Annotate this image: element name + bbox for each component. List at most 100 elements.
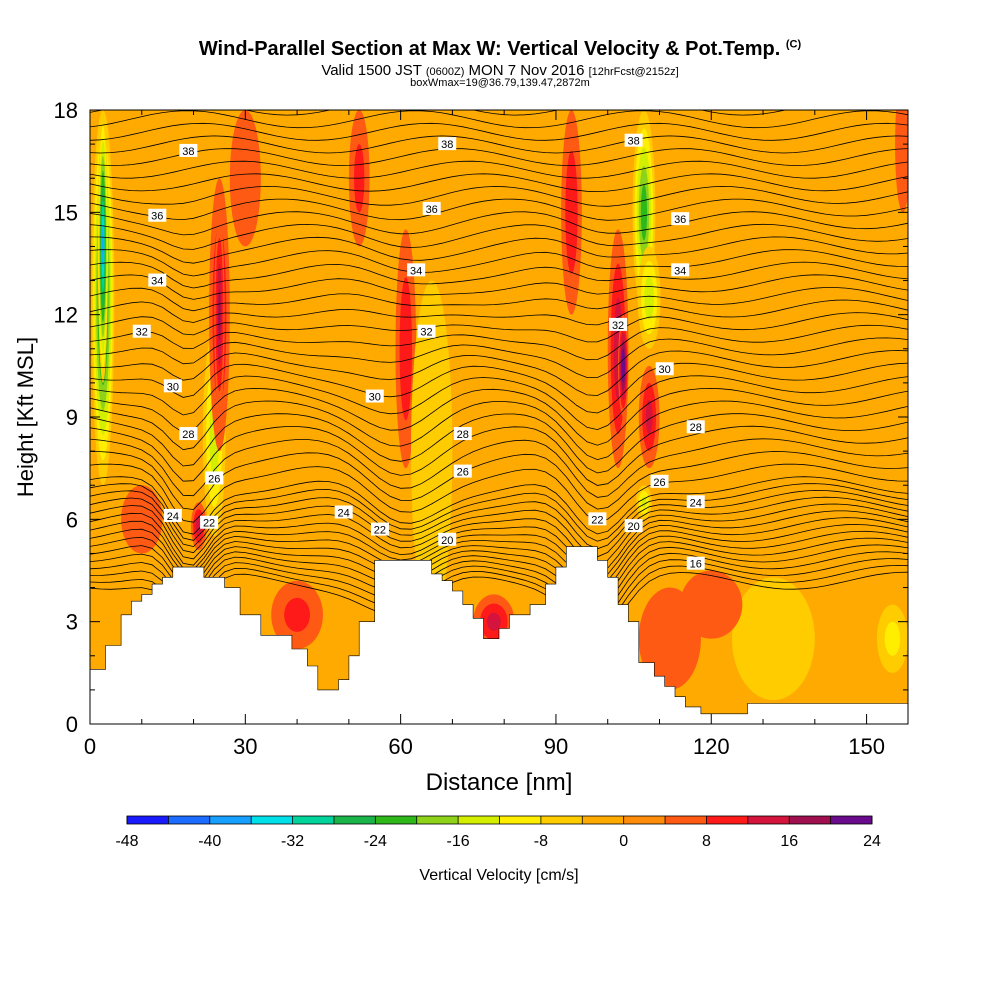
isentrope-line (90, 483, 908, 542)
isentrope-line (90, 362, 908, 414)
isentrope-line (90, 287, 908, 312)
isentrope-label-box (624, 133, 643, 147)
isentrope-label-text: 28 (690, 422, 702, 434)
isentrope-label-box (163, 379, 182, 393)
isentrope-label-text: 34 (410, 265, 422, 277)
colorbar-tick-label: -48 (115, 833, 138, 850)
isentrope-line (90, 122, 908, 141)
isentrope-label-box (179, 143, 198, 157)
isentrope-label: 26 (453, 464, 472, 479)
isentrope-label: 28 (179, 427, 198, 441)
y-tick-label: 18 (54, 98, 78, 123)
colorbar-swatch (168, 816, 210, 824)
colorbar-swatch (665, 816, 707, 824)
isentrope-label-text: 36 (674, 214, 686, 226)
w-contour-10 (284, 597, 311, 632)
isentrope-line (90, 110, 787, 116)
isentrope-line (90, 451, 908, 510)
isentrope-line (90, 400, 908, 461)
isentrope-line (90, 110, 908, 129)
colorbar-swatch (623, 816, 666, 824)
isentrope-line (90, 185, 908, 207)
isentrope-label-box (438, 532, 457, 546)
isentrope-label: 22 (370, 522, 389, 537)
chart-title: Wind-Parallel Section at Max W: Vertical… (0, 38, 1000, 61)
chart-title-text: Wind-Parallel Section at Max W: Vertical… (198, 38, 781, 60)
isentrope-label-text: 16 (690, 559, 702, 571)
colorbar-swatch (209, 816, 252, 824)
valid-utc: (0600Z) (425, 66, 465, 78)
isentrope-label-text: 34 (674, 265, 686, 277)
chart-title-tag: (C) (785, 38, 802, 51)
isentrope-label-text: 38 (441, 139, 453, 151)
isentrope-label-text: 26 (653, 477, 665, 489)
w-contour-16 (644, 275, 655, 320)
isentrope-label: 20 (624, 519, 643, 533)
isentrope-line (90, 173, 908, 193)
isentrope-label: 32 (609, 317, 628, 332)
w-contour-21 (884, 621, 901, 656)
isentrope-line (90, 387, 908, 446)
box-info: boxWmax=19@36.79,139.47,2872m (410, 77, 590, 89)
isentrope-line (90, 510, 908, 575)
isentrope-label-box (370, 522, 389, 536)
isentrope-line (90, 312, 908, 343)
isentrope-line (90, 324, 908, 361)
isentrope-line (90, 274, 908, 300)
isentrope-label-text: 28 (182, 429, 194, 441)
isentrope-line (90, 425, 908, 486)
isentrope-label-box (671, 263, 690, 277)
isentrope-label: 30 (163, 379, 182, 393)
w-contour-25 (121, 485, 163, 554)
isentrope-label-box (453, 464, 472, 478)
isentrope-line (90, 496, 908, 558)
x-tick-label: 0 (84, 734, 96, 759)
isentrope-line (90, 551, 908, 616)
colorbar-swatch (127, 816, 169, 824)
colorbar: -48 -40 -32 -24 -16 -8 0 8 16 24 (115, 815, 881, 850)
isentrope-label-text: 24 (690, 497, 702, 509)
isentrope-label-text: 24 (338, 508, 350, 520)
isentrope-label-text: 32 (612, 320, 624, 332)
w-contour-5 (218, 289, 221, 341)
isentrope-label-box (422, 201, 441, 215)
isentrope-label-box (417, 324, 436, 338)
x-tick-label: 60 (388, 734, 412, 759)
y-tick-label: 0 (66, 712, 78, 737)
w-contour-14 (622, 357, 625, 375)
isentrope-label-text: 26 (457, 467, 469, 479)
colorbar-tick-label: 24 (863, 833, 881, 850)
isentrope-label-box (609, 317, 628, 331)
colorbar-tick-label: -24 (364, 833, 387, 850)
isentrope-label-text: 20 (627, 521, 639, 533)
isentrope-label: 20 (438, 532, 457, 547)
isentrope-label-text: 30 (369, 392, 381, 404)
isentrope-label-box (624, 519, 643, 533)
isentrope-line (90, 337, 908, 378)
colorbar-tick-label: 0 (619, 833, 628, 850)
isentrope-label: 32 (132, 324, 151, 339)
isentrope-labels: 38 36 34 32 30 28 26 24 22 38 36 34 32 30 28 26 24 22 20 38… (132, 133, 705, 571)
isentrope-label: 34 (671, 263, 690, 277)
isentrope-label: 26 (650, 474, 669, 489)
isentrope-label-text: 30 (167, 381, 179, 393)
isentrope-label: 22 (200, 515, 219, 530)
colorbar-swatch (830, 816, 872, 824)
isentrope-label: 26 (205, 471, 224, 485)
isentrope-label-text: 22 (591, 514, 603, 526)
isentrope-line (90, 86, 908, 103)
isentrope-label: 22 (588, 512, 607, 526)
isentrope-label: 24 (686, 495, 705, 509)
isentrope-label-text: 22 (203, 518, 215, 530)
isentrope-label: 34 (148, 273, 167, 288)
w-contour-11 (486, 612, 501, 631)
colorbar-swatch (540, 816, 583, 824)
isentrope-line (90, 350, 908, 396)
isentrope-label-text: 20 (441, 535, 453, 547)
colorbar-tick-label: -16 (447, 833, 470, 850)
isentrope-line (90, 564, 908, 631)
colorbar-swatch (747, 816, 790, 824)
isentrope-label-box (650, 474, 669, 488)
valid-prefix: Valid 1500 JST (321, 62, 422, 79)
